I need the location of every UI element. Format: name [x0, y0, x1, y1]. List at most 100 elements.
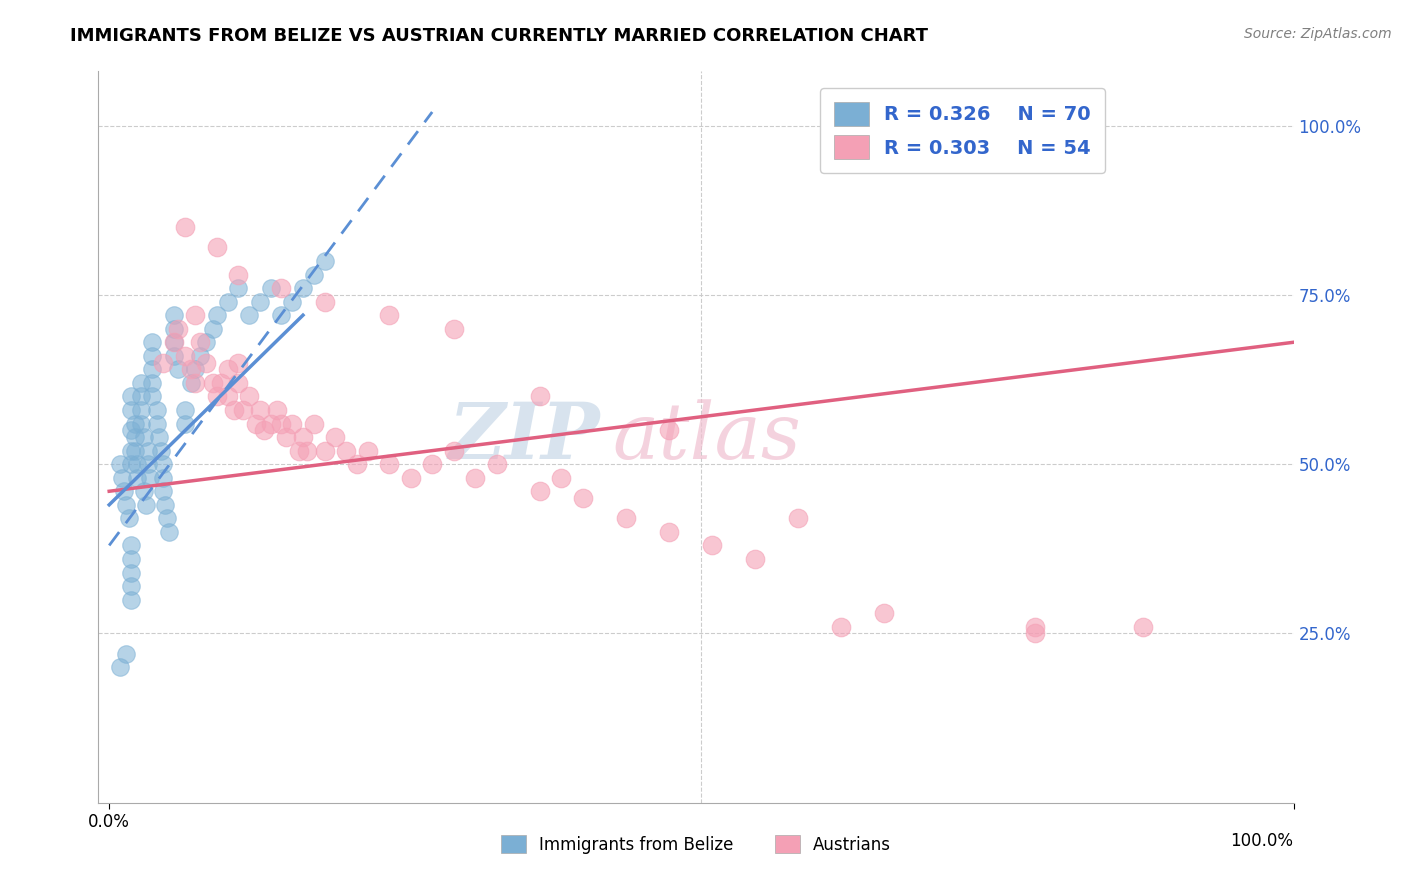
- Point: [281, 294, 304, 309]
- Point: [156, 511, 179, 525]
- Point: [115, 498, 138, 512]
- Point: [443, 443, 465, 458]
- Point: [127, 457, 149, 471]
- Point: [152, 355, 174, 369]
- Point: [217, 389, 239, 403]
- Point: [131, 389, 153, 403]
- Point: [117, 511, 139, 525]
- Point: [378, 308, 401, 322]
- Point: [302, 268, 325, 282]
- Point: [274, 430, 297, 444]
- Point: [238, 308, 260, 322]
- Point: [287, 443, 309, 458]
- Point: [184, 362, 207, 376]
- Point: [266, 403, 288, 417]
- Point: [188, 349, 211, 363]
- Point: [314, 294, 336, 309]
- Point: [399, 471, 422, 485]
- Point: [163, 335, 186, 350]
- Point: [217, 362, 239, 376]
- Point: [658, 423, 681, 437]
- Point: [173, 220, 195, 235]
- Point: [443, 322, 465, 336]
- Point: [141, 349, 163, 363]
- Point: [163, 349, 186, 363]
- Point: [152, 484, 174, 499]
- Point: [120, 403, 142, 417]
- Point: [115, 647, 138, 661]
- Point: [302, 417, 325, 431]
- Point: [120, 538, 142, 552]
- Point: [173, 349, 195, 363]
- Point: [238, 389, 260, 403]
- Point: [124, 443, 146, 458]
- Point: [205, 308, 228, 322]
- Text: atlas: atlas: [613, 399, 801, 475]
- Point: [141, 362, 163, 376]
- Point: [120, 389, 142, 403]
- Point: [291, 430, 314, 444]
- Point: [173, 417, 195, 431]
- Text: ZIP: ZIP: [449, 399, 600, 475]
- Point: [131, 403, 153, 417]
- Point: [253, 423, 276, 437]
- Point: [228, 268, 250, 282]
- Point: [132, 484, 155, 499]
- Point: [135, 498, 157, 512]
- Point: [291, 281, 314, 295]
- Point: [131, 417, 153, 431]
- Point: [159, 524, 181, 539]
- Point: [108, 457, 131, 471]
- Point: [152, 471, 174, 485]
- Point: [205, 389, 228, 403]
- Point: [245, 417, 267, 431]
- Point: [195, 335, 218, 350]
- Point: [167, 362, 190, 376]
- Point: [297, 443, 319, 458]
- Point: [120, 579, 142, 593]
- Point: [180, 362, 202, 376]
- Point: [323, 430, 346, 444]
- Point: [1024, 626, 1046, 640]
- Point: [700, 538, 723, 552]
- Text: 100.0%: 100.0%: [1230, 832, 1294, 850]
- Point: [464, 471, 486, 485]
- Point: [378, 457, 401, 471]
- Legend: Immigrants from Belize, Austrians: Immigrants from Belize, Austrians: [494, 829, 898, 860]
- Point: [873, 606, 896, 620]
- Point: [209, 376, 232, 390]
- Point: [356, 443, 378, 458]
- Text: Source: ZipAtlas.com: Source: ZipAtlas.com: [1244, 27, 1392, 41]
- Point: [249, 403, 271, 417]
- Point: [149, 443, 172, 458]
- Point: [205, 240, 228, 254]
- Point: [120, 457, 142, 471]
- Point: [127, 471, 149, 485]
- Point: [120, 552, 142, 566]
- Point: [145, 417, 167, 431]
- Point: [173, 403, 195, 417]
- Point: [232, 403, 254, 417]
- Point: [120, 592, 142, 607]
- Point: [124, 430, 146, 444]
- Point: [141, 389, 163, 403]
- Point: [141, 376, 163, 390]
- Point: [270, 417, 292, 431]
- Point: [281, 417, 304, 431]
- Point: [201, 376, 224, 390]
- Point: [1024, 620, 1046, 634]
- Point: [152, 457, 174, 471]
- Point: [184, 376, 207, 390]
- Point: [131, 376, 153, 390]
- Point: [167, 322, 190, 336]
- Text: IMMIGRANTS FROM BELIZE VS AUSTRIAN CURRENTLY MARRIED CORRELATION CHART: IMMIGRANTS FROM BELIZE VS AUSTRIAN CURRE…: [70, 27, 928, 45]
- Point: [141, 335, 163, 350]
- Point: [420, 457, 443, 471]
- Point: [529, 484, 551, 499]
- Point: [260, 281, 283, 295]
- Point: [228, 281, 250, 295]
- Point: [744, 552, 766, 566]
- Point: [120, 443, 142, 458]
- Point: [195, 355, 218, 369]
- Point: [124, 417, 146, 431]
